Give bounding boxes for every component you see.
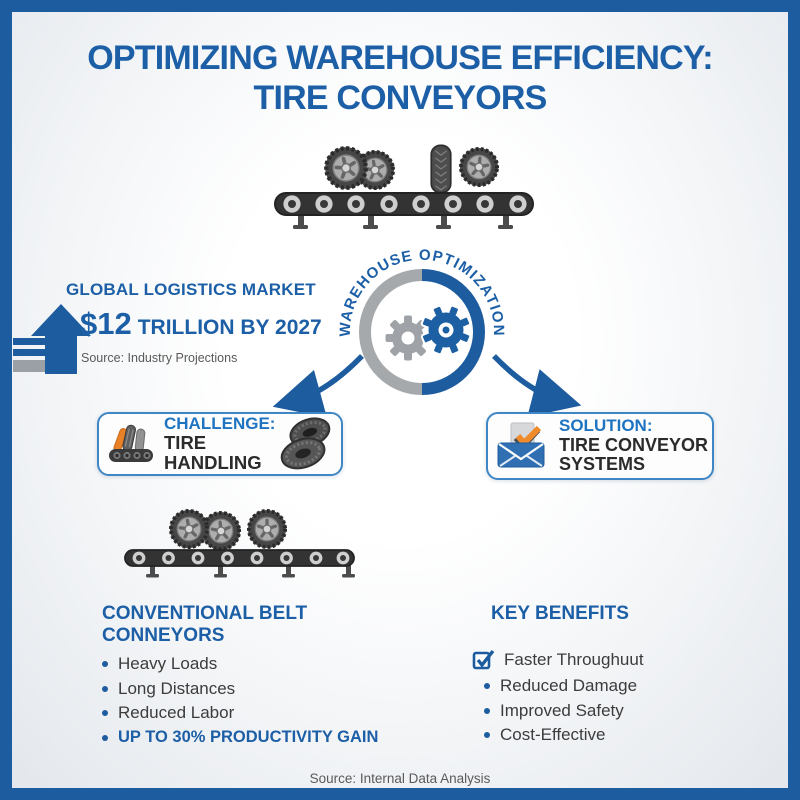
list-item-label: Reduced Damage <box>500 676 638 696</box>
list-item-label: Heavy Loads <box>118 654 218 674</box>
hub-ring-gray <box>359 269 423 395</box>
tire-conveyor-illustration-middle <box>124 504 355 578</box>
list-item-label: Improved Safety <box>500 700 624 720</box>
growth-arrow-icon <box>13 304 91 374</box>
bullet-icon <box>102 734 108 741</box>
market-value-number: $12 <box>80 306 132 341</box>
mini-conveyor-icon <box>109 424 153 462</box>
challenge-text: CHALLENGE: TIRE HANDLING <box>164 413 276 474</box>
list-item-label: UP TO 30% PRODUCTIVITY GAIN <box>118 728 379 747</box>
benefits-list: Reduced Damage Improved Safety Cost-Effe… <box>484 674 637 748</box>
market-heading: GLOBAL LOGISTICS MARKET <box>66 280 316 299</box>
solution-text: SOLUTION: TIRE CONVEYOR SYSTEMS <box>559 417 711 474</box>
branch-arrows <box>272 354 582 418</box>
tire-stack-icon <box>281 417 331 470</box>
bullet-icon <box>484 683 490 690</box>
bullet-icon <box>484 707 490 714</box>
footer-source: Source: Internal Data Analysis <box>309 771 491 786</box>
arrow-to-challenge <box>272 354 364 418</box>
list-item: Improved Safety <box>484 699 637 724</box>
list-item-highlight: UP TO 30% PRODUCTIVITY GAIN <box>102 726 378 751</box>
page-title-line1: OPTIMIZING WAREHOUSE EFFICIENCY: <box>87 39 713 77</box>
conveyor-legs <box>146 564 355 578</box>
challenge-label: CHALLENGE: <box>164 413 276 433</box>
bullet-icon <box>484 732 490 739</box>
checkbox-checked-icon <box>472 649 495 670</box>
challenge-name: TIRE HANDLING <box>164 432 262 474</box>
tires-on-belt <box>164 504 288 554</box>
conveyor-rollers <box>283 195 527 213</box>
conveyor-rollers <box>132 551 350 565</box>
conventional-heading: CONVENTIONAL BELT CONNEYORS <box>102 603 308 647</box>
market-value: $12 TRILLION BY 2027 <box>80 306 322 342</box>
list-item-label: Reduced Labor <box>118 703 235 723</box>
list-item-label: Cost-Effective <box>500 725 606 745</box>
benefit-checked-label: Faster Throughuut <box>504 650 644 669</box>
market-value-suffix: TRILLION BY 2027 <box>137 316 322 339</box>
arrow-to-solution <box>492 354 582 418</box>
warehouse-optimization-hub: WAREHOUSE OPTIMIZATION <box>337 247 506 395</box>
tire-conveyor-illustration-top <box>274 137 534 229</box>
list-item: Heavy Loads <box>102 652 378 677</box>
page-title: OPTIMIZING WAREHOUSE EFFICIENCY: TIRE CO… <box>12 38 788 118</box>
challenge-box: CHALLENGE: TIRE HANDLING <box>97 412 343 476</box>
conveyor-legs <box>293 213 513 229</box>
list-item: Reduced Labor <box>102 701 378 726</box>
solution-box: SOLUTION: TIRE CONVEYOR SYSTEMS <box>486 412 714 480</box>
benefits-heading: KEY BENEFITS <box>491 603 629 624</box>
solution-name: TIRE CONVEYOR SYSTEMS <box>559 434 709 475</box>
bullet-icon <box>102 710 108 717</box>
list-item-label: Long Distances <box>118 678 236 698</box>
list-item: Reduced Damage <box>484 674 637 699</box>
gear-blue-icon <box>420 304 472 356</box>
list-item: Cost-Effective <box>484 723 637 748</box>
bullet-icon <box>102 661 108 668</box>
market-source: Source: Industry Projections <box>81 351 238 365</box>
conveyor-belt <box>124 549 355 567</box>
page-title-line2: TIRE CONVEYORS <box>253 79 548 118</box>
hub-ring-blue <box>421 269 485 395</box>
list-item: Long Distances <box>102 677 378 702</box>
tires-on-belt <box>320 142 502 193</box>
benefit-checked-row: Faster Throughuut <box>472 649 644 671</box>
bullet-icon <box>102 685 108 692</box>
conveyor-belt <box>274 192 534 216</box>
envelope-check-icon <box>497 422 545 468</box>
conventional-list: Heavy Loads Long Distances Reduced Labor… <box>102 652 378 750</box>
solution-label: SOLUTION: <box>559 416 653 436</box>
